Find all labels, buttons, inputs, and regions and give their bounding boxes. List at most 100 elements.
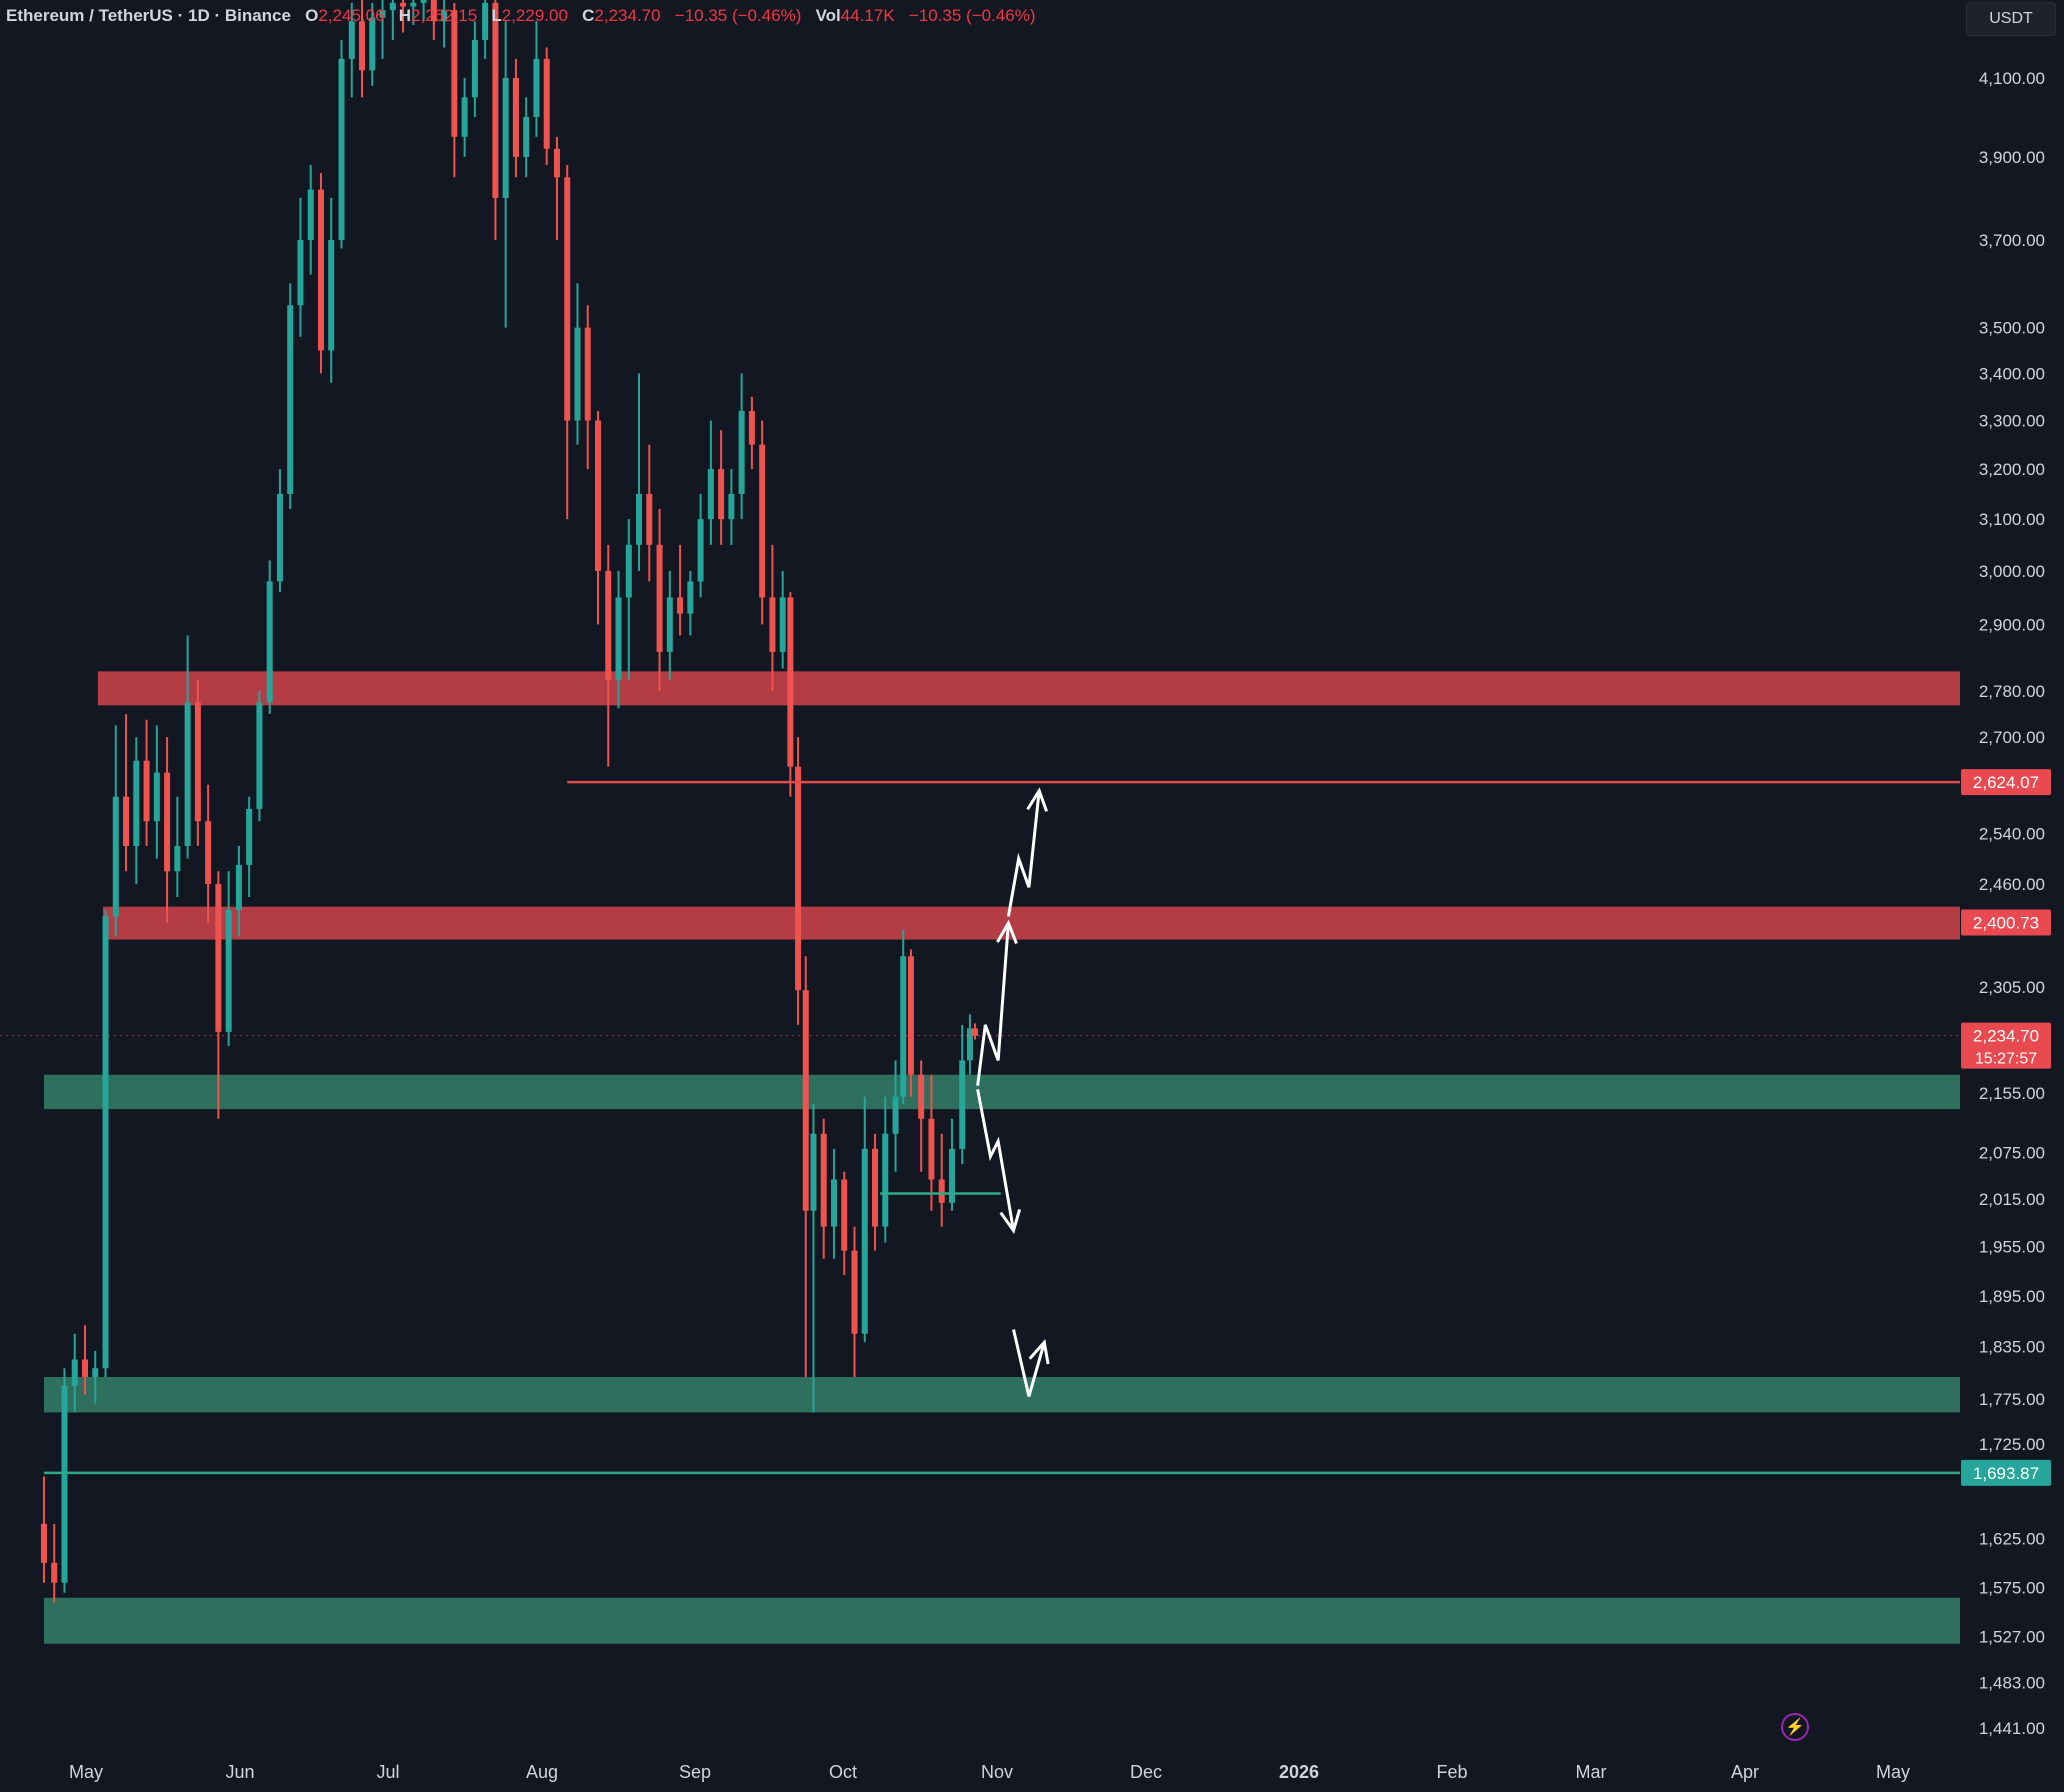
candle-body (164, 772, 171, 872)
candle (677, 544, 684, 636)
candle-body (851, 1250, 858, 1334)
candle (882, 1096, 889, 1243)
candle (482, 0, 489, 59)
price-tick-label: 1,625.00 (1979, 1529, 2045, 1548)
price-tick-label: 2,155.00 (1979, 1084, 2045, 1103)
candle (133, 737, 140, 885)
resistance-zone (97, 671, 1961, 706)
candle (533, 21, 540, 137)
candle-body (317, 189, 324, 351)
candle (802, 956, 809, 1377)
candle (966, 1014, 973, 1075)
price-tick-label: 2,460.00 (1979, 875, 2045, 894)
scenario-arrow (1006, 790, 1041, 917)
candle (900, 929, 907, 1104)
price-tick-label: 3,400.00 (1979, 364, 2045, 383)
close-label: C (582, 6, 595, 25)
price-tick-label: 1,483.00 (1979, 1674, 2045, 1693)
candle-body (533, 58, 540, 117)
lightning-icon[interactable]: ⚡ (1781, 1713, 1809, 1741)
candle (656, 509, 663, 692)
candle (841, 1171, 848, 1276)
candle (646, 444, 653, 582)
candle-body (841, 1179, 848, 1251)
price-tick-label: 2,075.00 (1979, 1144, 2045, 1163)
candle (928, 1074, 935, 1211)
candle-body (584, 327, 591, 421)
scenario-arrow (1012, 1329, 1046, 1397)
symbol-name[interactable]: Ethereum / TetherUS · 1D · Binance (6, 6, 291, 25)
candle (972, 1023, 979, 1040)
candle-body (482, 2, 489, 40)
candle (235, 846, 242, 937)
candle-body (666, 597, 673, 652)
price-axis[interactable]: 4,100.00 3,900.00 3,700.00 3,500.00 3,400.00… (1979, 69, 2045, 1738)
candle-body (872, 1148, 879, 1227)
candle (615, 570, 622, 709)
currency-button[interactable]: USDT (1966, 2, 2056, 36)
candle-body (328, 239, 335, 351)
candle-body (892, 1096, 899, 1134)
price-tick-label: 1,775.00 (1979, 1390, 2045, 1409)
candle-body (769, 597, 776, 652)
close-value: 2,234.70 (594, 6, 661, 25)
support-price-tag-text: 1,693.87 (1973, 1464, 2039, 1483)
candle-body (471, 39, 478, 98)
candle-body (907, 956, 914, 1075)
candle (215, 871, 222, 1119)
candle-body (379, 10, 386, 18)
candle-body (102, 916, 109, 1369)
time-axis[interactable]: May Jun Jul Aug Sep Oct Nov Dec 2026 Feb Mar Apr May (69, 1762, 1910, 1782)
time-tick-label: Jul (376, 1762, 399, 1782)
candle (82, 1325, 88, 1395)
candle-body (615, 597, 622, 680)
time-tick-label: Sep (679, 1762, 711, 1782)
candle-body (451, 10, 458, 137)
price-tick-label: 4,100.00 (1979, 69, 2045, 88)
candle-body (574, 327, 581, 421)
last-price-tag-text: 2,234.70 (1973, 1027, 2039, 1046)
open-label: O (305, 6, 319, 25)
price-tick-label: 3,700.00 (1979, 231, 2045, 250)
candle (948, 1118, 955, 1211)
candle-body (400, 2, 407, 7)
candle-body (430, 0, 437, 22)
candle-body (918, 1074, 925, 1119)
volume-value: 44.17K (840, 6, 895, 25)
candle-body (112, 796, 119, 917)
candle-body (256, 702, 263, 809)
price-tick-label: 3,500.00 (1979, 319, 2045, 338)
price-tick-label: 2,305.00 (1979, 978, 2045, 997)
time-tick-label: Jun (225, 1762, 254, 1782)
high-label: H (398, 6, 412, 25)
candle-body (235, 864, 242, 910)
candle (400, 0, 407, 33)
arrow-head (1028, 1338, 1050, 1365)
resistance-price-tag-text: 2,400.73 (1973, 914, 2039, 933)
candle-body (297, 239, 304, 306)
candle (123, 713, 130, 872)
candle (297, 197, 304, 337)
candle-body (492, 2, 499, 198)
candle-body (266, 581, 273, 703)
high-value: 2,252.15 (411, 6, 478, 25)
candle (369, 2, 376, 86)
candle (441, 0, 448, 48)
candle (728, 469, 735, 545)
candle-body (194, 702, 201, 822)
candle-body (184, 702, 191, 847)
candle (348, 2, 355, 98)
time-tick-label: May (69, 1762, 103, 1782)
candle-body (820, 1133, 827, 1227)
support-zone (43, 1074, 1961, 1110)
scenario-arrow (976, 1089, 1016, 1231)
scenario-arrow (976, 922, 1010, 1086)
last-price-tag (1961, 1022, 2051, 1069)
candle-body (543, 58, 550, 149)
candle (543, 47, 550, 166)
volume-label: Vol (815, 6, 841, 25)
candle-body (564, 177, 571, 421)
candle (820, 1118, 827, 1259)
candle (938, 1133, 945, 1227)
